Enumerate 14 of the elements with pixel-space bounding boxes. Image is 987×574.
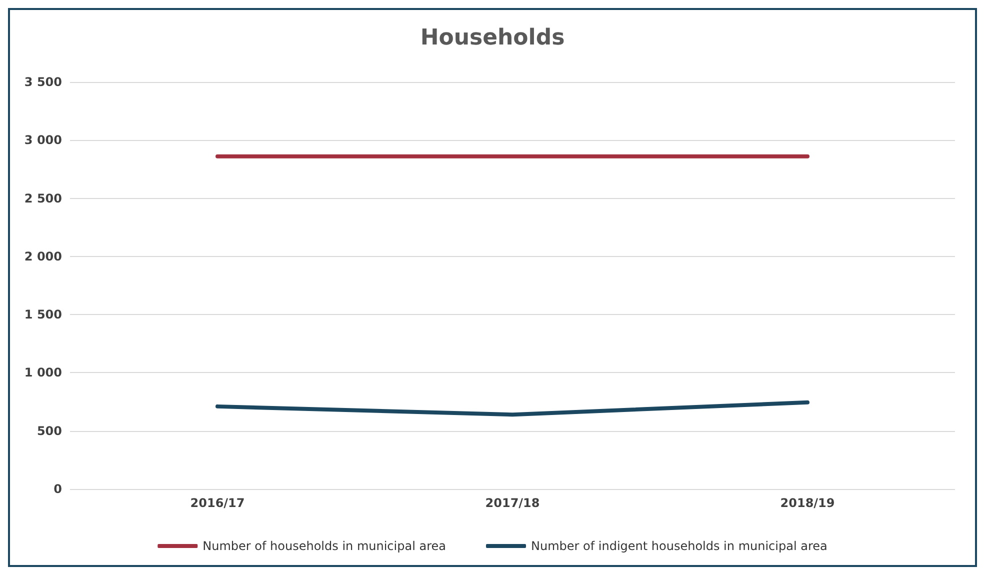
legend-label: Number of indigent households in municipal area bbox=[530, 539, 828, 553]
legend-label: Number of households in municipal area bbox=[202, 539, 446, 553]
y-tick-label: 2 500 bbox=[24, 191, 62, 206]
y-tick-label: 1 000 bbox=[24, 366, 62, 380]
y-tick-label: 3 500 bbox=[24, 75, 62, 89]
y-tick-label: 0 bbox=[54, 482, 62, 496]
y-tick-label: 2 000 bbox=[24, 249, 62, 264]
y-tick-label: 3 000 bbox=[24, 133, 62, 148]
x-tick-label: 2017/18 bbox=[485, 496, 540, 510]
y-tick-label: 500 bbox=[36, 424, 62, 438]
y-tick-label: 1 500 bbox=[24, 308, 62, 322]
chart-title: Households bbox=[420, 26, 565, 50]
x-tick-label: 2018/19 bbox=[780, 496, 835, 510]
x-tick-label: 2016/17 bbox=[190, 496, 245, 510]
